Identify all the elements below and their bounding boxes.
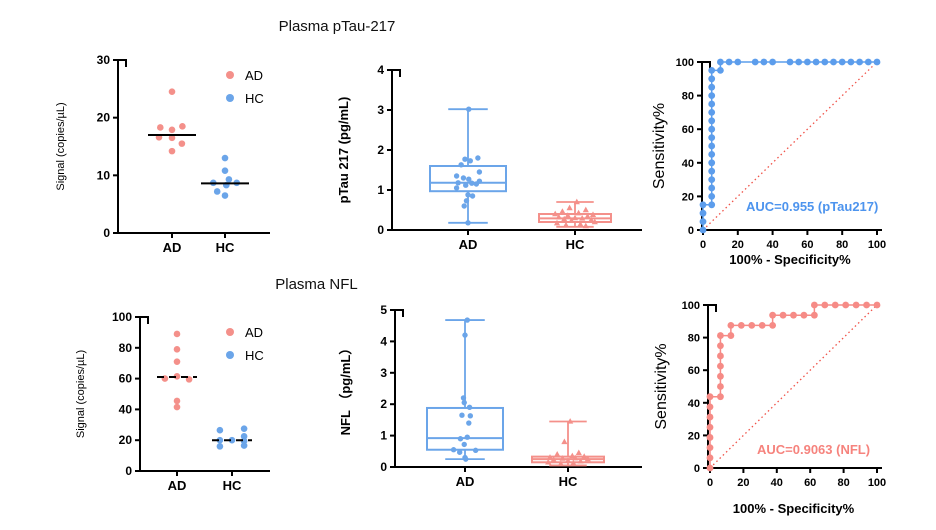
svg-text:HC: HC <box>245 348 264 363</box>
ptau-signal-dot-plot: 0 10 20 30 Signal (copies/µL) AD HC AD HC <box>55 53 270 255</box>
svg-text:AD: AD <box>245 325 263 340</box>
svg-text:80: 80 <box>837 477 849 489</box>
svg-text:0: 0 <box>103 226 110 240</box>
svg-text:80: 80 <box>688 333 700 345</box>
svg-text:AD: AD <box>459 237 478 252</box>
svg-text:Signal (copies/µL): Signal (copies/µL) <box>75 350 87 438</box>
svg-text:100: 100 <box>682 300 700 312</box>
svg-text:100: 100 <box>676 57 694 69</box>
svg-text:60: 60 <box>682 124 694 136</box>
svg-text:40: 40 <box>119 402 133 416</box>
svg-text:AD: AD <box>456 474 475 489</box>
nfl-box-plot: 0 1 2 3 4 5 NFL （pg/mL） AD HC <box>338 303 642 489</box>
nfl-figure-title: Plasma NFL <box>275 276 358 293</box>
svg-text:10: 10 <box>97 168 111 182</box>
svg-text:4: 4 <box>380 334 387 348</box>
svg-text:40: 40 <box>771 477 783 489</box>
ptau-roc-curve: 0 20 40 60 80 100 Sensitivity% 0 20 40 60 80 100 100%… <box>651 57 886 267</box>
svg-text:40: 40 <box>688 398 700 410</box>
svg-text:2: 2 <box>377 143 384 157</box>
svg-text:HC: HC <box>216 240 235 255</box>
svg-text:30: 30 <box>97 53 111 67</box>
svg-text:3: 3 <box>380 366 387 380</box>
svg-text:100: 100 <box>868 477 886 489</box>
svg-text:1: 1 <box>380 429 387 443</box>
svg-text:HC: HC <box>245 91 264 106</box>
svg-text:0: 0 <box>707 477 713 489</box>
svg-text:0: 0 <box>694 463 700 475</box>
svg-text:AD: AD <box>245 68 263 83</box>
svg-text:HC: HC <box>559 474 578 489</box>
nfl-signal-dot-plot: 0 20 40 60 80 100 Signal (copies/µL) AD HC AD HC <box>75 310 270 493</box>
svg-text:0: 0 <box>377 223 384 237</box>
svg-text:60: 60 <box>804 477 816 489</box>
svg-text:100% - Specificity%: 100% - Specificity% <box>733 501 855 516</box>
svg-text:20: 20 <box>682 191 694 203</box>
svg-text:40: 40 <box>766 239 778 251</box>
nfl-roc-curve: 0 20 40 60 80 100 Sensitivity% 0 20 40 60 80 100 100%… <box>653 300 886 516</box>
svg-text:20: 20 <box>732 239 744 251</box>
svg-text:100: 100 <box>868 239 886 251</box>
svg-text:AD: AD <box>163 240 182 255</box>
svg-text:80: 80 <box>682 91 694 103</box>
svg-text:HC: HC <box>223 478 242 493</box>
svg-text:80: 80 <box>836 239 848 251</box>
svg-text:0: 0 <box>380 460 387 474</box>
svg-text:Signal (copies/µL): Signal (copies/µL) <box>55 102 67 190</box>
svg-text:60: 60 <box>688 365 700 377</box>
svg-text:Sensitivity%: Sensitivity% <box>653 343 670 429</box>
nfl-auc-label: AUC=0.9063 (NFL) <box>757 442 871 457</box>
svg-text:1: 1 <box>377 183 384 197</box>
svg-text:60: 60 <box>119 372 133 386</box>
svg-text:100: 100 <box>112 310 132 324</box>
svg-text:4: 4 <box>377 63 384 77</box>
svg-text:AD: AD <box>168 478 187 493</box>
svg-text:3: 3 <box>377 103 384 117</box>
ptau-box-plot: 0 1 2 3 4 pTau 217 (pg/mL) AD HC <box>336 63 642 252</box>
svg-text:40: 40 <box>682 158 694 170</box>
svg-text:20: 20 <box>688 430 700 442</box>
svg-text:Sensitivity%: Sensitivity% <box>651 103 668 189</box>
svg-text:100% - Specificity%: 100% - Specificity% <box>729 252 851 267</box>
svg-text:0: 0 <box>700 239 706 251</box>
svg-text:0: 0 <box>688 225 694 237</box>
svg-text:0: 0 <box>125 464 132 478</box>
ptau-figure-title: Plasma pTau-217 <box>278 18 396 35</box>
svg-text:80: 80 <box>119 341 133 355</box>
svg-text:5: 5 <box>380 303 387 317</box>
svg-text:20: 20 <box>97 111 111 125</box>
svg-text:20: 20 <box>737 477 749 489</box>
svg-text:pTau 217 (pg/mL): pTau 217 (pg/mL) <box>336 97 351 204</box>
svg-text:NFL （pg/mL）: NFL （pg/mL） <box>338 342 353 436</box>
svg-text:HC: HC <box>566 237 585 252</box>
svg-text:60: 60 <box>801 239 813 251</box>
ptau-auc-label: AUC=0.955 (pTau217) <box>746 199 879 214</box>
svg-text:20: 20 <box>119 433 133 447</box>
svg-text:2: 2 <box>380 397 387 411</box>
